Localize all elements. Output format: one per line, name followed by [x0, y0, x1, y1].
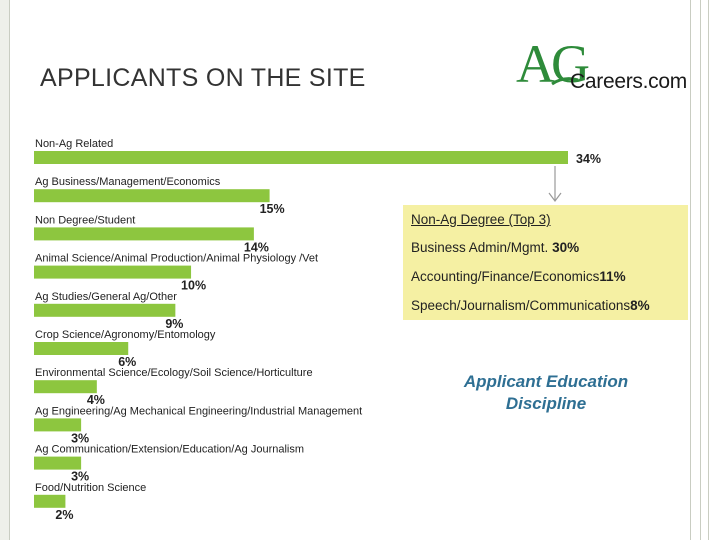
category-label: Food/Nutrition Science [35, 482, 146, 494]
category-label: Ag Studies/General Ag/Other [35, 291, 177, 303]
bar [34, 342, 129, 355]
down-arrow-icon [548, 166, 562, 202]
bar [34, 418, 82, 432]
slide-title: APPLICANTS ON THE SITE [40, 64, 366, 92]
bar [34, 227, 254, 241]
category-label: Non Degree/Student [35, 214, 135, 226]
data-label: 6% [118, 355, 136, 369]
category-label: Ag Engineering/Ag Mechanical Engineering… [35, 405, 362, 417]
data-label: 9% [165, 317, 183, 331]
bar [34, 456, 82, 470]
data-label: 15% [260, 202, 285, 216]
callout-title: Non-Ag Degree (Top 3) [411, 212, 551, 227]
category-label: Animal Science/Animal Production/Animal … [35, 253, 318, 265]
category-label: Ag Business/Management/Economics [35, 176, 221, 188]
bar [34, 265, 192, 279]
slide-frame-right-line [708, 0, 709, 540]
slide-frame-left [0, 0, 10, 540]
slide-frame-right-line [700, 0, 701, 540]
callout-item: Accounting/Finance/Economics11% [411, 269, 626, 284]
data-label: 3% [71, 431, 89, 445]
annotation-line: Discipline [505, 394, 587, 413]
agcareers-logo: AG Careers.com [516, 34, 688, 96]
slide-frame-right-line [690, 0, 691, 540]
data-label: 3% [71, 470, 89, 484]
data-label: 4% [87, 393, 105, 407]
data-label: 2% [55, 508, 73, 522]
non-ag-degree-callout: Non-Ag Degree (Top 3) Business Admin/Mgm… [403, 205, 688, 320]
bar [34, 303, 176, 317]
chart-annotation: Applicant Education Discipline [440, 371, 652, 415]
bar [34, 189, 270, 203]
logo-swoosh-icon [551, 77, 579, 86]
category-label: Crop Science/Agronomy/Entomology [35, 329, 216, 341]
logo-wordmark: Careers.com [570, 70, 687, 93]
annotation-line: Applicant Education [463, 372, 629, 391]
bar [34, 151, 568, 164]
callout-item: Business Admin/Mgmt. 30% [411, 240, 580, 255]
data-label: 14% [244, 240, 269, 254]
data-label: 34% [576, 152, 601, 166]
bar [34, 380, 97, 394]
category-label: Ag Communication/Extension/Education/Ag … [35, 444, 304, 456]
category-label: Non-Ag Related [35, 138, 113, 150]
bar [34, 494, 66, 508]
callout-item: Speech/Journalism/Communications8% [411, 298, 650, 313]
data-label: 10% [181, 279, 206, 293]
category-label: Environmental Science/Ecology/Soil Scien… [35, 367, 313, 379]
